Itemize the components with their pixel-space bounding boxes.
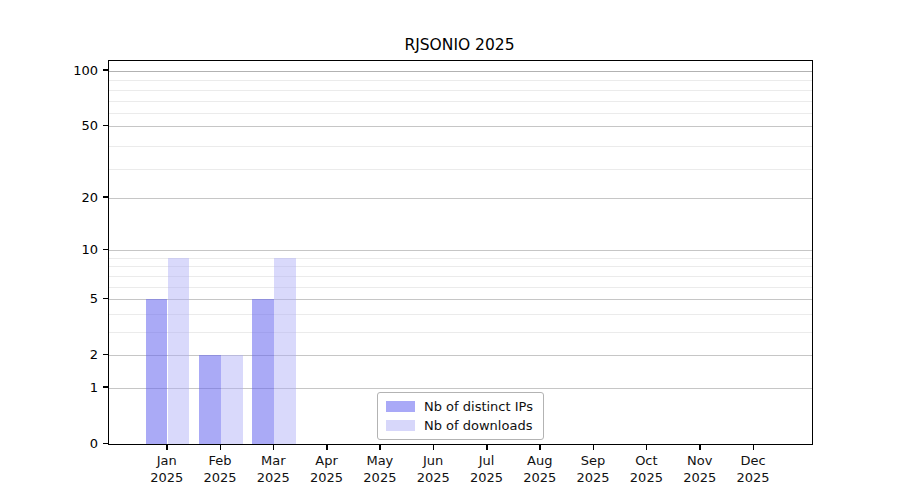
y-tick-label: 5 [58,291,98,306]
x-tick [220,445,222,450]
x-tick-label-may: May2025 [350,452,410,486]
bar-distinct-ips-mar [252,299,274,444]
year-label: 2025 [403,469,463,486]
x-tick-label-nov: Nov2025 [670,452,730,486]
plot-area [108,60,813,445]
minor-gridline [109,101,812,102]
legend-item: Nb of distinct IPs [386,399,533,414]
major-gridline [109,126,812,127]
month-label: Jan [137,452,197,469]
x-tick [646,445,648,450]
legend: Nb of distinct IPs Nb of downloads [377,392,544,440]
bar-distinct-ips-feb [199,355,221,444]
y-tick [103,249,109,251]
month-label: Mar [243,452,303,469]
x-tick-label-jan: Jan2025 [137,452,197,486]
y-tick-label: 50 [58,118,98,133]
legend-item: Nb of downloads [386,418,533,433]
figure: RJSONIO 2025 0125102050100Jan2025Feb2025… [0,0,900,500]
minor-gridline [109,258,812,259]
minor-gridline [109,332,812,333]
x-tick [539,445,541,450]
bar-distinct-ips-jan [146,299,168,444]
minor-gridline [109,276,812,277]
y-tick [103,298,109,300]
year-label: 2025 [616,469,676,486]
y-tick-label: 100 [58,62,98,77]
legend-label: Nb of distinct IPs [424,399,533,414]
year-label: 2025 [563,469,623,486]
month-label: Nov [670,452,730,469]
x-tick-label-jul: Jul2025 [457,452,517,486]
year-label: 2025 [723,469,783,486]
year-label: 2025 [350,469,410,486]
minor-gridline [109,80,812,81]
x-tick [753,445,755,450]
x-tick-label-mar: Mar2025 [243,452,303,486]
major-gridline [109,71,812,72]
month-label: Oct [616,452,676,469]
y-tick [103,443,109,445]
x-tick [593,445,595,450]
minor-gridline [109,314,812,315]
major-gridline [109,250,812,251]
minor-gridline [109,90,812,91]
month-label: Feb [190,452,250,469]
y-tick [103,354,109,356]
y-tick [103,125,109,127]
minor-gridline [109,146,812,147]
year-label: 2025 [457,469,517,486]
minor-gridline [109,113,812,114]
x-tick-label-oct: Oct2025 [616,452,676,486]
month-label: Jun [403,452,463,469]
legend-swatch-distinct-ips [386,401,415,412]
x-tick-label-sep: Sep2025 [563,452,623,486]
x-tick [273,445,275,450]
y-tick-label: 0 [58,436,98,451]
x-tick [699,445,701,450]
year-label: 2025 [137,469,197,486]
year-label: 2025 [510,469,570,486]
year-label: 2025 [297,469,357,486]
y-tick [103,386,109,388]
x-tick-label-aug: Aug2025 [510,452,570,486]
minor-gridline [109,169,812,170]
month-label: May [350,452,410,469]
y-tick-label: 10 [58,242,98,257]
bar-downloads-mar [274,258,296,444]
bar-downloads-jan [168,258,190,444]
legend-swatch-downloads [386,420,415,431]
month-label: Sep [563,452,623,469]
x-tick [379,445,381,450]
x-tick [486,445,488,450]
month-label: Jul [457,452,517,469]
legend-label: Nb of downloads [424,418,532,433]
bar-downloads-feb [221,355,243,444]
x-tick [166,445,168,450]
y-tick [103,196,109,198]
month-label: Dec [723,452,783,469]
x-tick [433,445,435,450]
year-label: 2025 [190,469,250,486]
y-tick-label: 1 [58,379,98,394]
year-label: 2025 [670,469,730,486]
y-tick-label: 20 [58,189,98,204]
chart-title: RJSONIO 2025 [108,36,811,54]
month-label: Aug [510,452,570,469]
y-tick [103,69,109,71]
x-tick-label-feb: Feb2025 [190,452,250,486]
major-gridline [109,198,812,199]
x-tick [326,445,328,450]
y-tick-label: 2 [58,347,98,362]
minor-gridline [109,266,812,267]
x-tick-label-dec: Dec2025 [723,452,783,486]
year-label: 2025 [243,469,303,486]
month-label: Apr [297,452,357,469]
minor-gridline [109,287,812,288]
x-tick-label-apr: Apr2025 [297,452,357,486]
major-gridline [109,299,812,300]
x-tick-label-jun: Jun2025 [403,452,463,486]
